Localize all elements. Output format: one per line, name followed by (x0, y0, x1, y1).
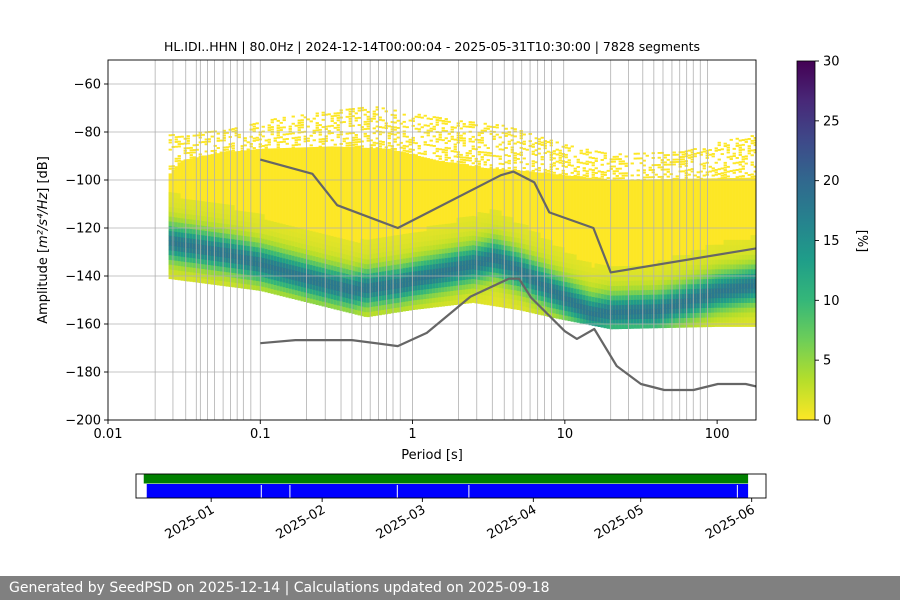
colorbar-tick-label: 20 (823, 174, 840, 189)
y-tick-label: −180 (65, 366, 101, 381)
y-tick-label: −160 (65, 318, 101, 333)
timeline-tick-label: 2025-05 (592, 502, 647, 542)
x-tick-label: 0.01 (94, 427, 123, 442)
footer-text: Generated by SeedPSD on 2025-12-14 | Cal… (9, 580, 550, 596)
data-availability-bar (146, 484, 749, 498)
y-tick-label: −200 (65, 414, 101, 429)
seedpsd-figure: HL.IDI..HHN | 80.0Hz | 2024-12-14T00:00:… (36, 39, 869, 543)
y-tick-label: −80 (74, 126, 101, 141)
timeline-tick-label: 2025-06 (703, 502, 758, 542)
low-noise-model-line (260, 277, 756, 392)
timeline-tick-label: 2025-01 (163, 502, 218, 542)
timeline-tick-label: 2025-02 (274, 502, 329, 542)
colorbar-tick-label: 5 (823, 354, 831, 369)
colorbar-tick-label: 10 (823, 294, 840, 309)
axes: 0.01 0.1 1 10 100 −60 −80 −100 −120 −140 −160 −180 −… (65, 78, 729, 443)
colorbar-tick-label: 30 (823, 55, 840, 70)
y-tick-label: −120 (65, 222, 101, 237)
x-tick-label: 10 (557, 427, 574, 442)
colorbar-tick-label: 15 (823, 234, 840, 249)
colorbar-axis: 0 5 10 15 20 25 30 (815, 55, 840, 429)
timeline-tick-label: 2025-04 (485, 502, 540, 542)
psd-density-heatmap (168, 106, 756, 330)
colorbar-label: [%] (854, 230, 869, 253)
y-tick-label: −60 (74, 78, 101, 93)
y-tick-label: −100 (65, 174, 101, 189)
colorbar-tick-label: 0 (823, 414, 831, 429)
footer-bar: Generated by SeedPSD on 2025-12-14 | Cal… (0, 576, 900, 600)
timeline-tick-label: 2025-03 (374, 502, 429, 542)
plot-frame (107, 59, 757, 421)
grid-lines (108, 60, 756, 421)
x-tick-label: 1 (408, 427, 416, 442)
x-tick-label: 0.1 (250, 427, 271, 442)
x-axis-label: Period [s] (401, 448, 463, 463)
x-tick-label: 100 (705, 427, 730, 442)
colorbar-tick-label: 25 (823, 114, 840, 129)
timeline-frame (135, 473, 767, 499)
y-tick-label: −140 (65, 270, 101, 285)
colorbar (796, 60, 816, 421)
y-axis-label: Amplitude [m²/s⁴/Hz] [dB] (36, 156, 51, 324)
high-noise-model-line (260, 158, 756, 274)
coverage-bar (143, 474, 749, 484)
chart-title: HL.IDI..HHN | 80.0Hz | 2024-12-14T00:00:… (164, 39, 700, 54)
